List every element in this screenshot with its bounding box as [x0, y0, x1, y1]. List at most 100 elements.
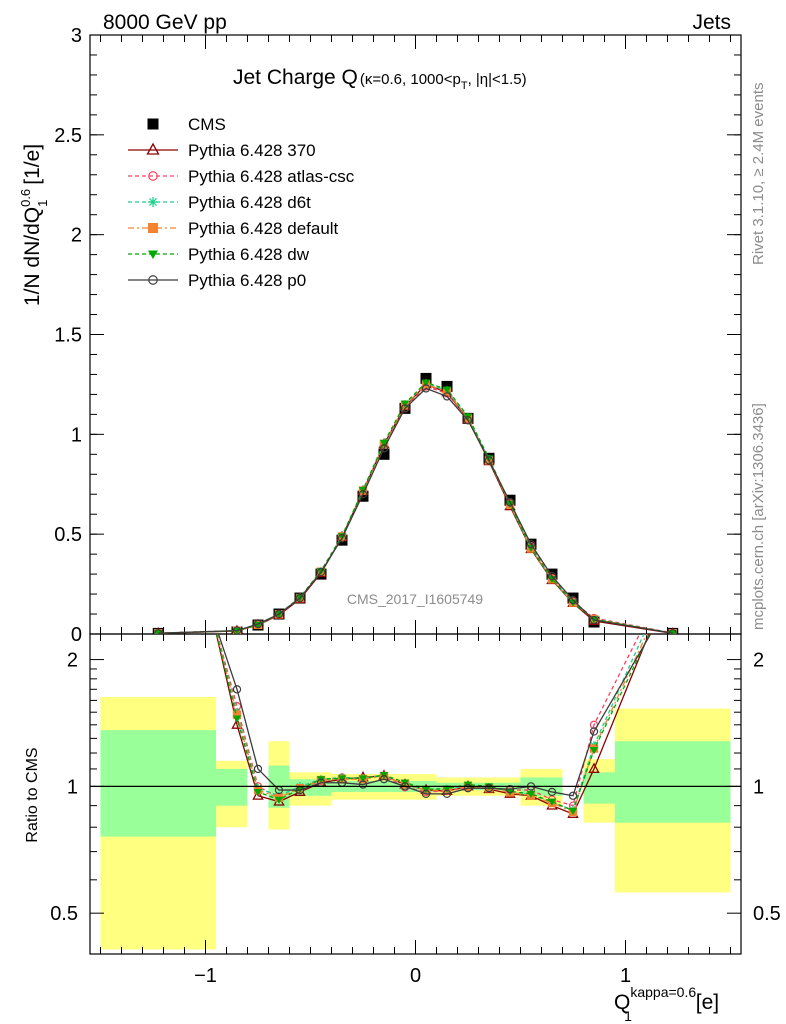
ratio-point-pythia-6-428-p0: [232, 685, 242, 694]
point-pythia-6-428-p0: [337, 533, 347, 543]
point-pythia-6-428-p0: [589, 615, 599, 625]
point-pythia-6-428-p0: [295, 593, 305, 603]
legend-label-pythia-6-428-p0: Pythia 6.428 p0: [188, 271, 306, 290]
ratio-y-axis-label: Ratio to CMS: [24, 747, 41, 842]
point-pythia-6-428-dw: [421, 379, 431, 387]
ratio-series-group: [215, 634, 652, 818]
ratio-band-green: [615, 741, 731, 823]
point-pythia-6-428-p0: [568, 595, 578, 605]
ratio-point-pythia-6-428-p0: [568, 791, 578, 800]
analysis-watermark: CMS_2017_I1605749: [347, 591, 483, 607]
ratio-point-pythia-6-428-dw: [232, 715, 242, 723]
x-axis-label-sup: kappa=0.6: [630, 984, 696, 1000]
legend-label-pythia-6-428-atlas-csc: Pythia 6.428 atlas-csc: [188, 167, 355, 186]
x-tick-label: −1: [194, 965, 217, 987]
ratio-y-tick-label: 0.5: [50, 903, 78, 925]
ratio-y-tick-label: 2: [67, 650, 78, 672]
ratio-point-pythia-6-428-370: [588, 762, 600, 773]
chart-title-cuts-tail: , |η|<1.5): [468, 71, 527, 88]
ratio-y-tick-label-right: 0.5: [753, 903, 781, 925]
ratio-point-pythia-6-428-p0: [421, 789, 431, 799]
point-pythia-6-428-p0: [484, 456, 494, 465]
main-y-tick-label: 1.5: [54, 325, 82, 347]
legend: CMS Pythia 6.428 370 Pythia 6.428 atlas-cs…: [128, 115, 355, 290]
point-pythia-6-428-p0: [253, 619, 263, 629]
ratio-point-pythia-6-428-dw: [568, 807, 578, 816]
legend-label-pythia-6-428-dw: Pythia 6.428 dw: [188, 245, 310, 264]
ratio-point-pythia-6-428-370: [252, 789, 264, 800]
point-pythia-6-428-p0: [274, 609, 284, 619]
point-pythia-6-428-p0: [358, 490, 368, 499]
x-axis-label-sub: 1: [624, 1008, 632, 1024]
point-pythia-6-428-dw: [505, 500, 515, 509]
legend-label-pythia-6-428-d6t: Pythia 6.428 d6t: [188, 193, 311, 212]
series-line-pythia-6-428-p0: [158, 387, 673, 634]
legend-marker-pythia-6-428-p0: [148, 275, 158, 285]
chart-title-cuts: (κ=0.6, 1000<p: [360, 71, 461, 88]
legend-label-pythia-6-428-default: Pythia 6.428 default: [188, 219, 339, 238]
process-label: Jets: [692, 11, 731, 34]
main-y-axis-label-sup: 0.6: [18, 189, 33, 207]
ratio-point-pythia-6-428-p0: [589, 727, 599, 736]
ratio-y-tick-label-right: 2: [753, 650, 764, 672]
ratio-point-pythia-6-428-dw: [274, 796, 284, 804]
x-axis-label-text: Q: [614, 991, 630, 1014]
ratio-band-green: [216, 768, 248, 806]
ratio-point-pythia-6-428-p0: [463, 784, 473, 793]
main-axis-ticks: 0 0.5 1 1.5 2 2.5 3: [54, 25, 741, 646]
ratio-point-pythia-6-428-dw: [526, 790, 536, 799]
ratio-point-pythia-6-428-dw: [253, 789, 263, 797]
main-y-tick-label: 3: [71, 25, 82, 47]
main-y-tick-label: 0: [71, 624, 82, 646]
point-pythia-6-428-p0: [154, 629, 163, 634]
ratio-point-pythia-6-428-dw: [547, 798, 557, 806]
legend-marker-pythia-6-428-atlas-csc: [148, 171, 158, 181]
ratio-y-tick-label: 1: [67, 776, 78, 798]
x-axis-label-unit: [e]: [690, 991, 719, 1014]
ratio-point-pythia-6-428-dw: [358, 775, 368, 783]
main-y-tick-label: 1: [71, 424, 82, 446]
point-pythia-6-428-p0: [232, 626, 242, 634]
chart-title-main: Jet Charge Q: [233, 66, 358, 89]
energy-label: 8000 GeV pp: [103, 11, 227, 34]
point-pythia-6-428-p0: [547, 571, 557, 581]
point-pythia-6-428-p0: [379, 444, 389, 453]
point-pythia-6-428-p0: [668, 629, 677, 634]
main-y-axis-label-sub: 1: [35, 200, 50, 207]
point-cms: [357, 490, 369, 502]
ratio-y-tick-label-right: 1: [753, 776, 764, 798]
rivet-version-label: Rivet 3.1.10, ≥ 2.4M events: [750, 83, 767, 266]
main-y-axis-label-text: 1/N dN/dQ: [21, 207, 44, 306]
legend-marker-pythia-6-428-d6t: [148, 197, 158, 207]
main-y-axis-label-unit: [1/e]: [21, 144, 44, 191]
main-series-group: [152, 372, 679, 634]
point-pythia-6-428-p0: [400, 404, 410, 413]
x-axis-label: Qkappa=0.6 1 [e]: [614, 984, 719, 1024]
ratio-line-pythia-6-428-default: [216, 634, 648, 813]
point-pythia-6-428-p0: [442, 392, 452, 401]
main-y-axis-label: 1/N dN/dQ0.6 1 [1/e]: [18, 144, 50, 306]
point-pythia-6-428-p0: [316, 567, 326, 577]
ratio-point-pythia-6-428-p0: [358, 780, 368, 789]
main-y-tick-label: 0.5: [54, 524, 82, 546]
point-pythia-6-428-dw: [442, 386, 452, 394]
ratio-point-pythia-6-428-p0: [505, 784, 515, 794]
ratio-point-pythia-6-428-p0: [547, 787, 557, 797]
chart-title: Jet Charge Q (κ=0.6, 1000<pT, |η|<1.5): [233, 66, 527, 92]
point-pythia-6-428-dw: [400, 400, 410, 408]
point-pythia-6-428-p0: [505, 498, 515, 507]
legend-label-cms: CMS: [188, 115, 226, 134]
ratio-point-pythia-6-428-default: [232, 710, 242, 719]
ratio-uncertainty-bands: [100, 696, 731, 950]
x-tick-label: 0: [410, 965, 421, 987]
point-pythia-6-428-dw: [379, 439, 389, 447]
ratio-point-pythia-6-428-dw: [442, 785, 452, 793]
legend-marker-cms: [147, 118, 159, 130]
point-pythia-6-428-p0: [421, 384, 431, 393]
main-y-tick-label: 2: [71, 225, 82, 247]
ratio-point-pythia-6-428-p0: [253, 764, 263, 774]
legend-marker-pythia-6-428-dw: [148, 250, 158, 259]
ratio-point-pythia-6-428-p0: [484, 784, 494, 793]
ratio-axis-ticks: −1 0 1 0.5 0.5 1 1 2 2: [50, 634, 781, 987]
